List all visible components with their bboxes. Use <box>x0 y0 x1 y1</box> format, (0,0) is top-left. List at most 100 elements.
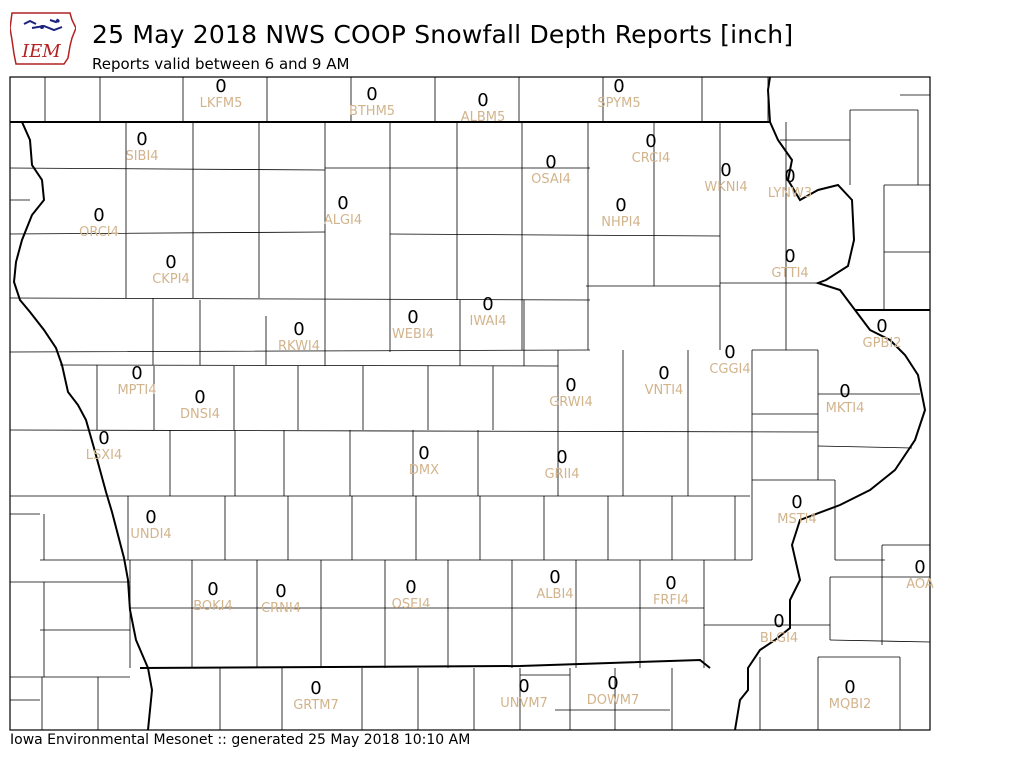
station-id-label: BOKI4 <box>193 599 233 614</box>
station-value: 0 <box>131 363 142 384</box>
station-value: 0 <box>482 294 493 315</box>
station-value: 0 <box>784 246 795 267</box>
station-id-label: OSEI4 <box>392 597 431 612</box>
station-value: 0 <box>658 363 669 384</box>
logo-text: IEM <box>21 41 61 62</box>
station-value: 0 <box>791 492 802 513</box>
iem-logo: IEM <box>9 10 77 66</box>
station-id-label: ALGI4 <box>324 213 362 228</box>
station-value: 0 <box>645 131 656 152</box>
iowa-state-outline-logo-icon: IEM <box>9 12 77 65</box>
station-value: 0 <box>337 193 348 214</box>
station-id-label: GTTI4 <box>771 266 808 281</box>
station-id-label: WKNI4 <box>704 180 747 195</box>
station-value: 0 <box>615 195 626 216</box>
station-id-label: WEBI4 <box>392 327 434 342</box>
station-value: 0 <box>565 375 576 396</box>
station-value: 0 <box>165 252 176 273</box>
station-value: 0 <box>207 579 218 600</box>
station-id-label: SPYM5 <box>597 96 640 111</box>
station-id-label: DNSI4 <box>180 407 220 422</box>
station-value: 0 <box>839 381 850 402</box>
station-id-label: CRCI4 <box>632 151 671 166</box>
station-value: 0 <box>477 90 488 111</box>
station-value: 0 <box>275 581 286 602</box>
station-value: 0 <box>98 428 109 449</box>
station-id-label: OSAI4 <box>531 172 571 187</box>
station-id-label: ALBI4 <box>536 587 573 602</box>
state-borders <box>10 77 930 730</box>
station-id-label: RKWI4 <box>278 339 320 354</box>
station-id-label: ALBM5 <box>461 110 506 125</box>
map-title: 25 May 2018 NWS COOP Snowfall Depth Repo… <box>92 20 794 49</box>
station-value: 0 <box>556 447 567 468</box>
footer-credit: Iowa Environmental Mesonet :: generated … <box>10 732 471 748</box>
station-id-label: GRWI4 <box>549 395 593 410</box>
station-value: 0 <box>876 316 887 337</box>
station-id-label: VNTI4 <box>645 383 684 398</box>
station-id-label: GPBI2 <box>863 336 902 351</box>
station-id-label: LSXI4 <box>86 448 123 463</box>
station-id-label: GRTM7 <box>293 698 339 713</box>
station-value: 0 <box>665 573 676 594</box>
station-id-label: NHPI4 <box>601 215 640 230</box>
station-value: 0 <box>914 557 925 578</box>
station-id-label: CKPI4 <box>152 272 190 287</box>
station-id-label: LKFM5 <box>200 96 243 111</box>
station-id-label: GRII4 <box>544 467 579 482</box>
station-value: 0 <box>844 677 855 698</box>
station-id-label: CRNI4 <box>261 601 301 616</box>
station-id-label: MSTI4 <box>777 512 817 527</box>
station-id-label: LYNW3 <box>768 186 812 201</box>
station-id-label: AOA <box>906 577 934 592</box>
station-id-label: IWAI4 <box>470 314 507 329</box>
station-value: 0 <box>366 84 377 105</box>
map-layers <box>10 77 930 730</box>
station-value: 0 <box>784 166 795 187</box>
station-value: 0 <box>518 676 529 697</box>
station-value: 0 <box>613 76 624 97</box>
station-value: 0 <box>405 577 416 598</box>
station-value: 0 <box>418 443 429 464</box>
station-id-label: BTHM5 <box>349 104 395 119</box>
station-value: 0 <box>724 342 735 363</box>
station-value: 0 <box>136 129 147 150</box>
station-value: 0 <box>773 611 784 632</box>
station-value: 0 <box>215 76 226 97</box>
station-id-label: SIBI4 <box>125 149 158 164</box>
station-id-label: MPTI4 <box>117 383 156 398</box>
station-id-label: UNVM7 <box>500 696 548 711</box>
